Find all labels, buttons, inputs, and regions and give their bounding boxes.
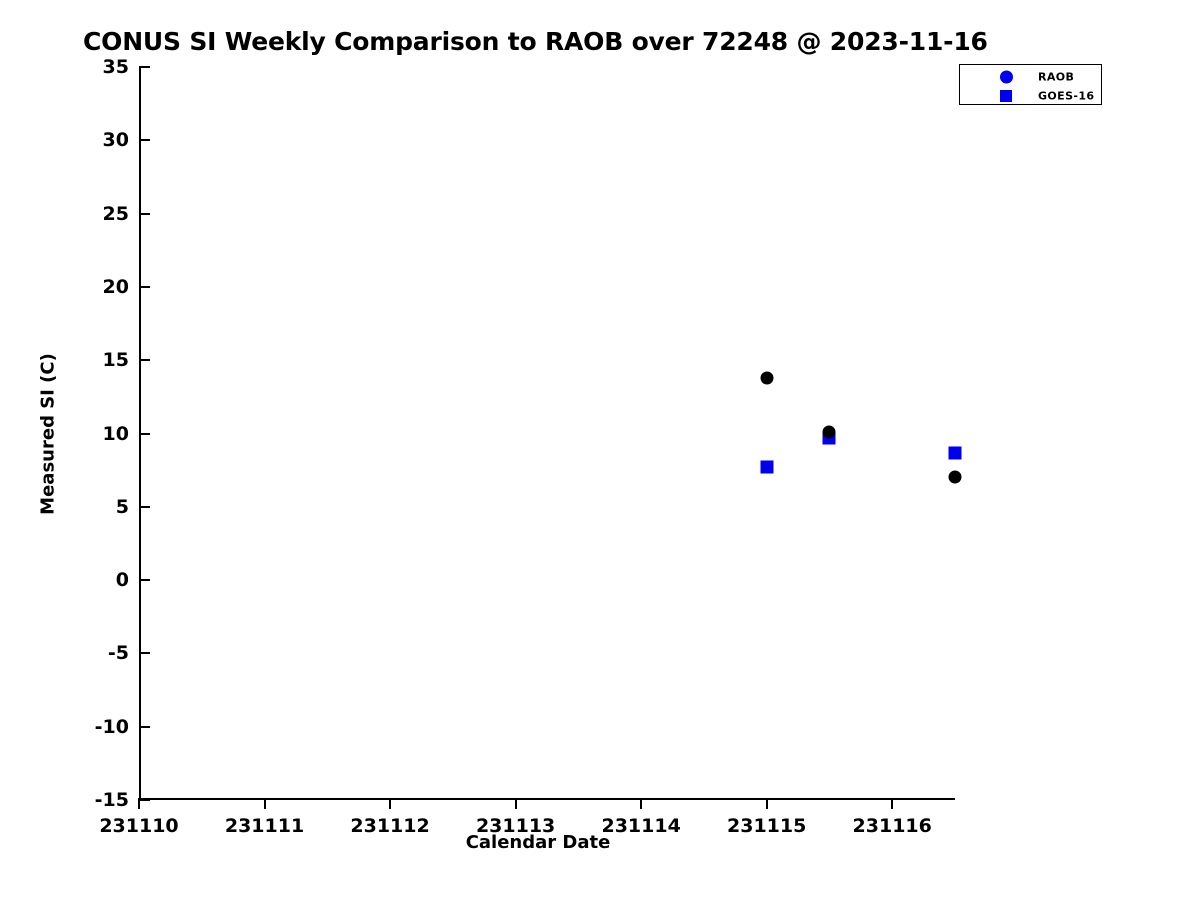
y-tick-mark (139, 432, 150, 435)
y-tick-label: 5 (115, 495, 129, 518)
legend-item-raob: RAOB (960, 67, 1101, 86)
data-point-goes-16 (948, 446, 962, 460)
legend-label: RAOB (1038, 70, 1075, 83)
y-tick-mark (139, 212, 150, 215)
y-tick-mark (139, 725, 150, 728)
data-point-raob (822, 425, 836, 439)
y-tick-mark (139, 285, 150, 288)
x-tick-label: 231114 (601, 815, 681, 837)
data-point-raob (948, 470, 962, 484)
y-tick-mark (139, 799, 150, 801)
x-tick-mark (138, 798, 140, 809)
x-tick-label: 231115 (727, 815, 807, 837)
page-title: CONUS SI Weekly Comparison to RAOB over … (83, 27, 988, 56)
x-axis-line (139, 798, 955, 800)
x-tick-mark (263, 798, 266, 809)
square-icon (1000, 89, 1012, 102)
x-tick-label: 231112 (350, 815, 430, 837)
x-tick-label: 231116 (852, 815, 932, 837)
x-axis-label: Calendar Date (465, 832, 611, 853)
y-tick-label: 10 (102, 422, 129, 445)
y-tick-label: 35 (102, 56, 129, 78)
x-axis-label-wrap: Calendar Date (0, 832, 1200, 853)
x-tick-label: 231110 (99, 815, 179, 837)
x-tick-label: 231111 (224, 815, 305, 837)
y-tick-label: 15 (102, 349, 129, 372)
legend: RAOB GOES-16 (959, 64, 1102, 105)
data-point-goes-16 (760, 460, 774, 474)
circle-icon (1000, 70, 1013, 83)
y-tick-label: 0 (115, 569, 129, 592)
x-tick-mark (765, 798, 768, 809)
x-tick-mark (389, 798, 392, 809)
x-tick-mark (640, 798, 643, 809)
plot-area: 35 30 25 20 15 10 5 0 -5 -10 -15 231110 231111 23111… (95, 56, 962, 837)
y-tick-label: 20 (102, 275, 129, 298)
legend-item-goes-16: GOES-16 (960, 86, 1101, 105)
y-tick-mark (139, 579, 150, 582)
y-axis-label: Measured SI (C) (37, 353, 59, 515)
y-tick-mark (139, 652, 150, 655)
y-tick-label: -15 (94, 789, 129, 811)
y-tick-label: -10 (94, 715, 129, 738)
x-tick-label: 231113 (475, 815, 556, 837)
legend-marker-square-icon (1000, 89, 1012, 102)
y-tick-mark (139, 66, 150, 68)
legend-label: GOES-16 (1038, 89, 1095, 102)
y-tick-label: -5 (107, 642, 129, 665)
x-tick-mark (514, 798, 517, 809)
data-point-raob (760, 371, 774, 385)
y-tick-label: 25 (102, 202, 129, 225)
y-tick-mark (139, 359, 150, 362)
y-tick-mark (139, 139, 150, 142)
x-tick-mark (891, 798, 894, 809)
legend-marker-circle-icon (1000, 70, 1013, 83)
y-tick-label: 30 (102, 129, 129, 152)
y-tick-mark (139, 505, 150, 508)
